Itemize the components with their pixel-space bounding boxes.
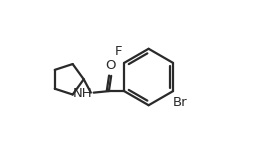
Text: O: O [105,59,116,73]
Text: NH: NH [73,87,93,100]
Text: F: F [115,45,123,58]
Text: Br: Br [173,96,187,109]
